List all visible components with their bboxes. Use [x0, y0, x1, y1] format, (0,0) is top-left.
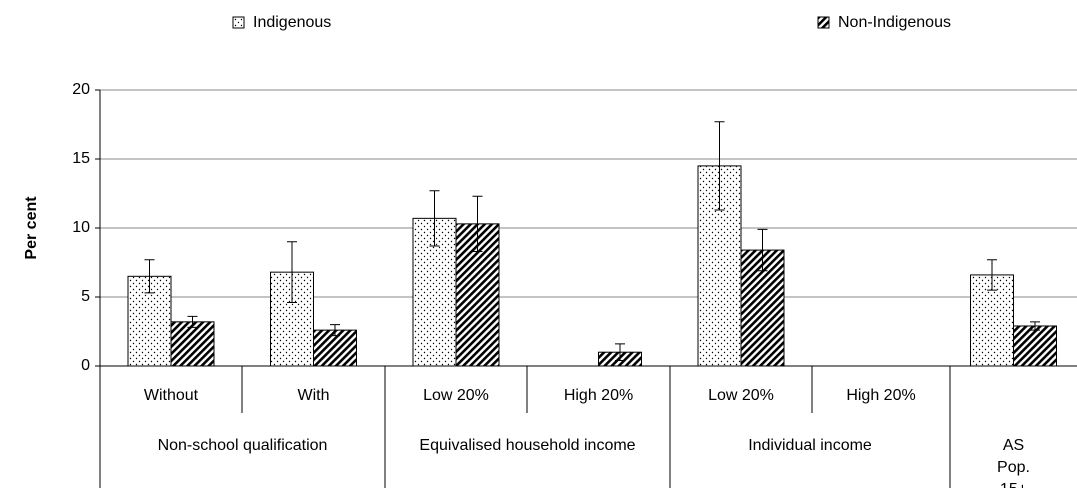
error-bar: [472, 195, 483, 252]
error-bar: [1030, 321, 1040, 331]
error-bar: [757, 228, 768, 272]
error-bar: [987, 259, 997, 291]
x-tick-label: Without: [144, 387, 199, 404]
y-tick-label: 15: [72, 150, 90, 167]
y-tick-label: 5: [81, 288, 90, 305]
legend-label: Non-Indigenous: [838, 14, 951, 31]
error-bar: [144, 259, 155, 294]
error-bar: [330, 324, 340, 337]
y-tick-label: 20: [72, 81, 90, 98]
error-bar: [287, 241, 297, 304]
y-tick-label: 0: [81, 357, 90, 374]
group-label: Non-school qualification: [157, 437, 328, 454]
group-label: Equivalised household income: [419, 437, 636, 454]
legend-swatch: [817, 16, 830, 29]
legend-label: Indigenous: [253, 14, 331, 31]
y-tick-label: 10: [72, 219, 90, 236]
error-bar: [615, 343, 625, 361]
error-bar: [714, 121, 725, 211]
legend-swatch: [232, 16, 245, 29]
group-label: AS Pop. 15+: [997, 437, 1030, 488]
error-bar: [187, 315, 198, 328]
x-tick-label: Low 20%: [708, 387, 774, 404]
group-label: Individual income: [748, 437, 872, 454]
bar: [170, 321, 215, 367]
error-bar: [429, 190, 440, 247]
y-axis-label: Per cent: [23, 196, 40, 260]
x-tick-label: High 20%: [846, 387, 915, 404]
bar: [1013, 325, 1057, 367]
x-tick-label: High 20%: [564, 387, 633, 404]
x-tick-label: With: [298, 387, 330, 404]
x-tick-label: Low 20%: [423, 387, 489, 404]
